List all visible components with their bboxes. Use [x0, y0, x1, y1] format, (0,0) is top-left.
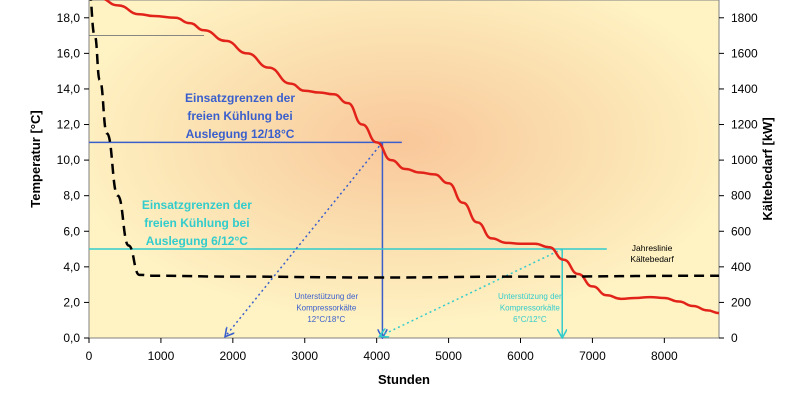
annotation-support-12-18-line-2: Kompressorkälte — [296, 304, 357, 313]
series-temperature-line — [103, 0, 720, 315]
annotation-support-6-12-line-1: Unterstützung der — [498, 292, 562, 301]
x-tick-label: 2000 — [219, 349, 246, 363]
y-right-tick-label: 1800 — [731, 11, 758, 25]
annotation-annual-line-line-2: Kältebedarf — [630, 254, 674, 264]
y-right-tick-label: 600 — [731, 224, 751, 238]
y-left-tick-label: 16,0 — [57, 46, 81, 60]
x-tick-label: 0 — [86, 349, 93, 363]
series-demand-line — [89, 0, 720, 279]
x-tick-label: 7000 — [579, 349, 606, 363]
y-left-tick-label: 4,0 — [63, 260, 80, 274]
annotation-support-12-18-line-1: Unterstützung der — [295, 292, 359, 301]
y-right-axis-label: Kältebedarf [kW] — [760, 117, 775, 220]
y-right-tick-label: 0 — [731, 331, 738, 345]
annotation-upper-label-line-1: Einsatzgrenzen der — [185, 91, 295, 105]
y-right-tick-label: 1400 — [731, 82, 758, 96]
y-left-tick-label: 8,0 — [63, 189, 80, 203]
annotation-annual-line-line-1: Jahreslinie — [632, 243, 673, 253]
y-right-tick-label: 1600 — [731, 46, 758, 60]
annotation-lower-label-line-1: Einsatzgrenzen der — [142, 198, 252, 212]
x-tick-label: 3000 — [291, 349, 318, 363]
y-right-tick-label: 200 — [731, 295, 751, 309]
y-left-tick-label: 18,0 — [57, 11, 81, 25]
x-tick-label: 6000 — [507, 349, 534, 363]
annotation-support-12-18-line-3: 12°C/18°C — [307, 315, 345, 324]
y-left-tick-label: 6,0 — [63, 224, 80, 238]
y-right-tick-label: 400 — [731, 260, 751, 274]
y-left-tick-label: 10,0 — [57, 153, 81, 167]
dotted-arrow-12-18 — [226, 141, 384, 336]
y-left-tick-label: 14,0 — [57, 82, 81, 96]
annotation-support-6-12-line-2: Kompressorkälte — [500, 304, 561, 313]
annotation-upper-label-line-2: freien Kühlung bei — [187, 109, 292, 123]
y-right-tick-label: 1000 — [731, 153, 758, 167]
annotation-lower-label-line-3: Auslegung 6/12°C — [146, 234, 248, 248]
annotation-lower-label-line-2: freien Kühlung bei — [144, 216, 249, 230]
y-left-tick-label: 2,0 — [63, 295, 80, 309]
x-tick-label: 8000 — [651, 349, 678, 363]
x-tick-label: 4000 — [363, 349, 390, 363]
x-tick-label: 1000 — [148, 349, 175, 363]
y-right-tick-label: 800 — [731, 189, 751, 203]
dotted-arrow-6-12 — [380, 248, 563, 336]
annotation-upper-label-line-3: Auslegung 12/18°C — [186, 127, 295, 141]
y-left-tick-label: 0,0 — [63, 331, 80, 345]
x-axis-label: Stunden — [378, 372, 430, 387]
plot-area-border — [88, 0, 720, 339]
y-left-axis-label: Temperatur [°C] — [28, 110, 43, 207]
y-left-tick-label: 12,0 — [57, 118, 81, 132]
x-tick-label: 5000 — [435, 349, 462, 363]
y-right-tick-label: 1200 — [731, 118, 758, 132]
annotation-support-6-12-line-3: 6°C/12°C — [513, 315, 547, 324]
